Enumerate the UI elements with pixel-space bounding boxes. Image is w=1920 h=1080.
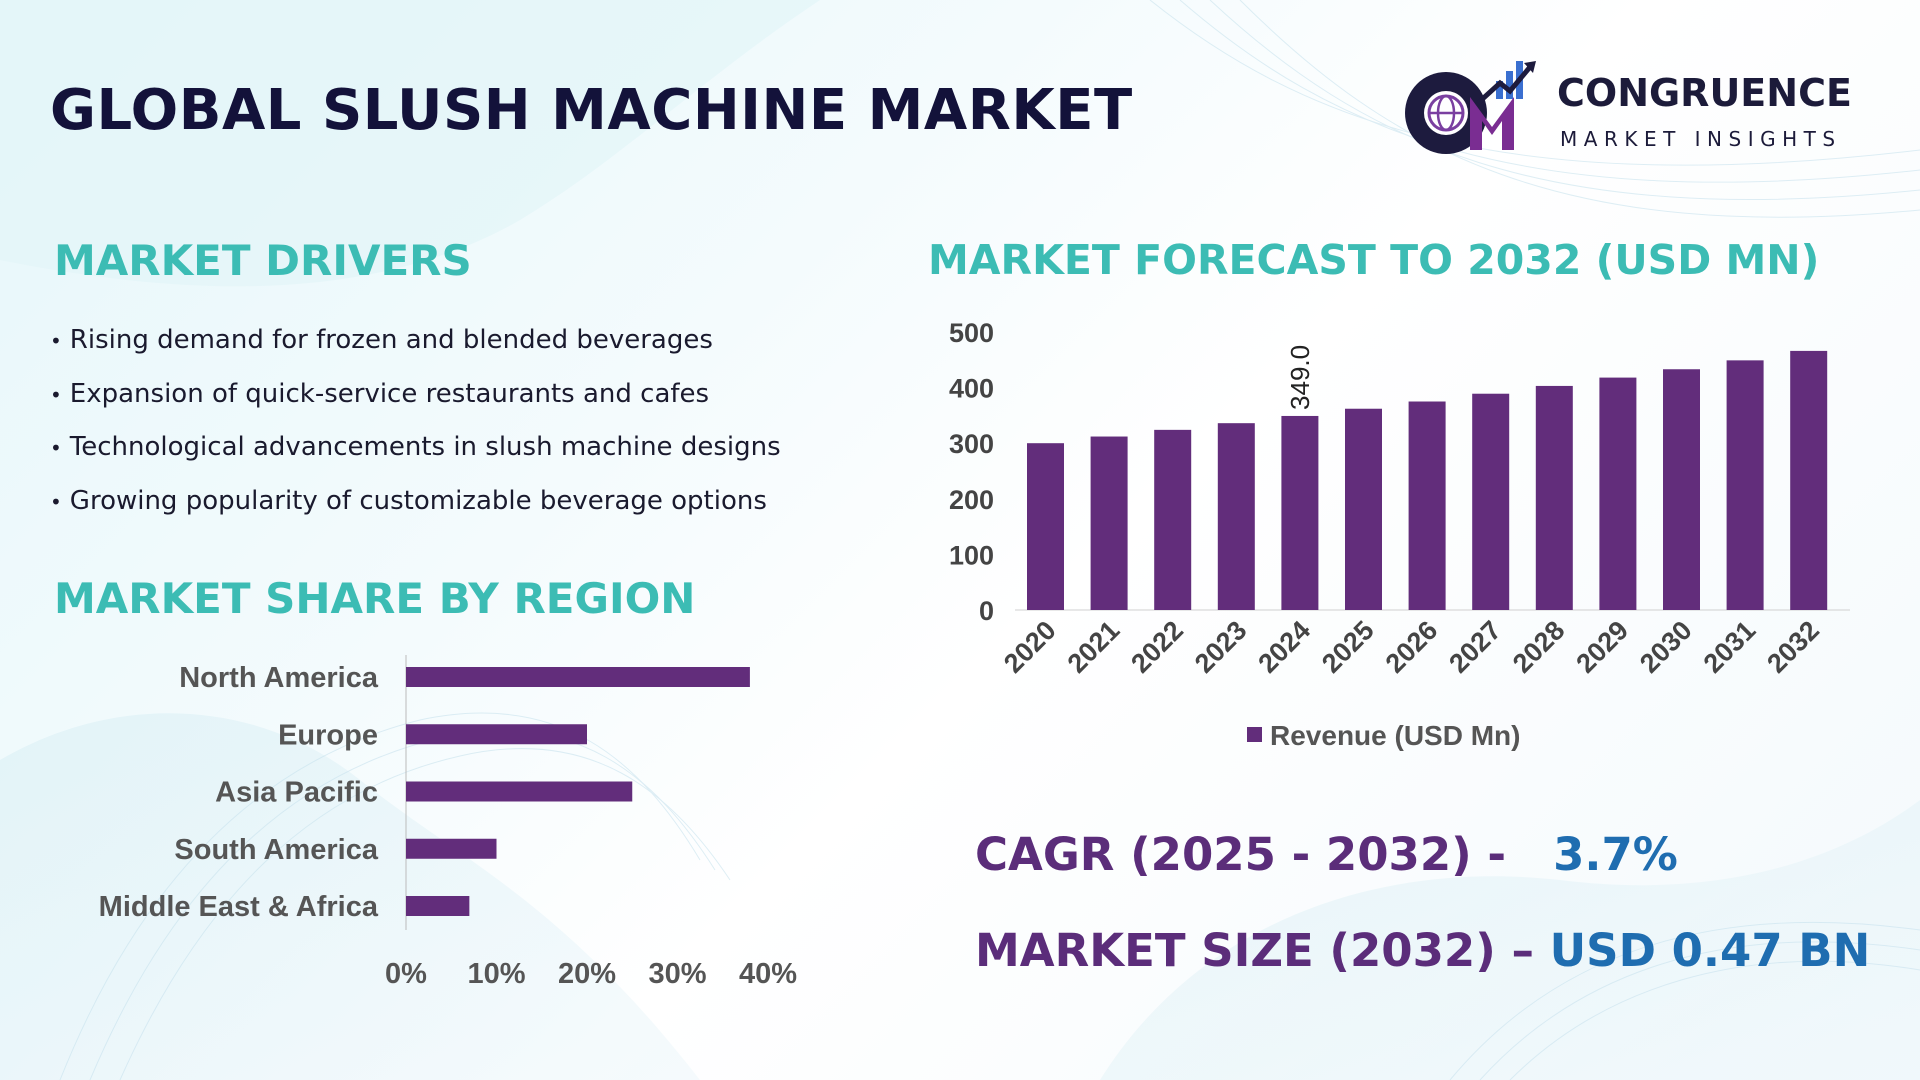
market-share-region-title: MARKET SHARE BY REGION — [54, 574, 696, 623]
forecast-bar — [1663, 369, 1700, 610]
region-bar — [406, 896, 470, 916]
forecast-x-tick: 2029 — [1570, 615, 1634, 679]
legend-label: Revenue (USD Mn) — [1270, 720, 1520, 751]
market-size-label: MARKET SIZE (2032) – — [975, 924, 1534, 977]
forecast-y-tick: 300 — [949, 429, 994, 459]
market-size-value: USD 0.47 BN — [1549, 924, 1871, 977]
forecast-bar — [1535, 385, 1573, 610]
forecast-y-tick: 500 — [949, 318, 994, 348]
region-bar — [406, 724, 587, 745]
forecast-bar — [1726, 360, 1764, 610]
forecast-y-tick: 200 — [949, 485, 994, 515]
driver-item: Rising demand for frozen and blended bev… — [50, 325, 781, 379]
cagr-stat: CAGR (2025 - 2032) - 3.7% — [975, 828, 1678, 881]
forecast-data-label: 349.0 — [1285, 345, 1315, 410]
forecast-x-tick: 2031 — [1698, 615, 1762, 679]
region-label: North America — [179, 662, 379, 694]
forecast-x-tick: 2026 — [1380, 615, 1444, 679]
forecast-x-tick: 2020 — [998, 615, 1062, 679]
cm-globe-growth-logo-icon — [1405, 61, 1536, 154]
forecast-x-tick: 2022 — [1125, 615, 1189, 679]
forecast-x-tick: 2032 — [1761, 615, 1825, 679]
driver-item: Growing popularity of customizable bever… — [50, 486, 781, 540]
forecast-bar — [1027, 443, 1064, 610]
congruence-logo: CONGRUENCE MARKET INSIGHTS — [1400, 55, 1870, 160]
forecast-x-tick: 2027 — [1443, 615, 1507, 679]
forecast-x-tick: 2025 — [1316, 615, 1380, 679]
driver-item: Expansion of quick-service restaurants a… — [50, 379, 781, 433]
region-x-tick: 20% — [558, 958, 616, 990]
page-title: GLOBAL SLUSH MACHINE MARKET — [50, 78, 1133, 143]
forecast-bar — [1599, 377, 1637, 610]
logo-name: CONGRUENCE — [1557, 71, 1852, 115]
forecast-x-tick: 2024 — [1252, 615, 1316, 679]
forecast-bar — [1408, 401, 1446, 610]
region-label: Europe — [278, 719, 378, 751]
market-drivers-list: Rising demand for frozen and blended bev… — [50, 325, 781, 539]
forecast-x-tick: 2028 — [1507, 615, 1571, 679]
region-x-tick: 10% — [467, 958, 525, 990]
forecast-bar — [1790, 350, 1828, 610]
forecast-bar — [1217, 423, 1255, 610]
cagr-value: 3.7% — [1553, 828, 1678, 881]
forecast-bar — [1090, 436, 1128, 610]
region-bar — [406, 781, 633, 802]
market-forecast-title: MARKET FORECAST TO 2032 (USD MN) — [928, 236, 1820, 284]
forecast-y-tick: 0 — [979, 596, 994, 626]
market-size-stat: MARKET SIZE (2032) – USD 0.47 BN — [975, 924, 1870, 977]
region-label: Middle East & Africa — [99, 891, 379, 923]
forecast-x-tick: 2021 — [1062, 615, 1126, 679]
forecast-x-tick: 2030 — [1634, 615, 1698, 679]
forecast-bar — [1472, 393, 1510, 610]
forecast-bar — [1154, 429, 1192, 610]
forecast-x-tick: 2023 — [1189, 615, 1253, 679]
region-bar — [406, 667, 750, 687]
logo-subtitle: MARKET INSIGHTS — [1560, 127, 1842, 151]
forecast-y-tick: 100 — [949, 540, 994, 570]
market-drivers-title: MARKET DRIVERS — [54, 236, 472, 285]
region-x-tick: 0% — [385, 958, 427, 990]
region-label: Asia Pacific — [215, 777, 378, 809]
region-bar — [406, 838, 497, 859]
forecast-bar — [1345, 408, 1382, 610]
forecast-bar — [1281, 415, 1319, 610]
region-x-tick: 40% — [739, 958, 797, 990]
driver-item: Technological advancements in slush mach… — [50, 432, 781, 486]
cagr-label: CAGR (2025 - 2032) - — [975, 828, 1507, 881]
region-x-tick: 30% — [648, 958, 706, 990]
region-label: South America — [174, 834, 378, 866]
legend-swatch — [1247, 727, 1262, 742]
forecast-y-tick: 400 — [949, 374, 994, 404]
